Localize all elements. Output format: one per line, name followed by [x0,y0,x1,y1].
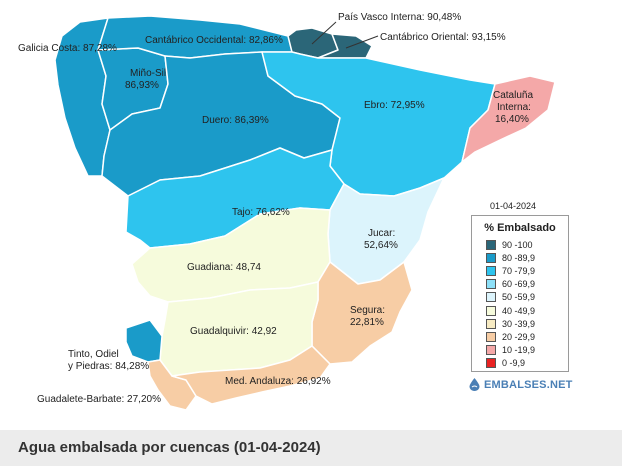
label-pais-vasco-interna: País Vasco Interna: 90,48% [338,12,461,23]
legend-label: 20 -29,9 [502,331,536,342]
label-cantabrico-occidental: Cantábrico Occidental: 82,86% [145,35,283,46]
legend-swatch [486,331,496,342]
label-med-andaluza: Med. Andaluza: 26,92% [225,376,331,387]
legend-item: 0 -9,9 [472,357,568,370]
label-cataluna-line2: Interna: [497,102,531,113]
label-cataluna-line3: 16,40% [495,114,529,125]
legend-title: % Embalsado [484,222,556,234]
legend-item: 90 -100 [472,238,568,251]
brand-logo[interactable]: EMBALSES.NET [469,378,573,391]
legend-label: 10 -19,9 [502,345,536,356]
basins-map: Galicia Costa: 87,28% Cantábrico Occiden… [18,12,556,411]
legend-swatch [486,239,496,250]
legend-swatch [486,279,496,290]
region-tinto-odiel-piedras[interactable] [125,319,163,363]
legend-rows: 90 -100 80 -89,9 70 -79,9 60 -69,9 50 -59,9 4… [472,238,568,370]
label-duero: Duero: 86,39% [202,115,269,126]
legend-swatch [486,252,496,263]
legend-item: 50 -59,9 [472,291,568,304]
label-segura-name: Segura: [350,305,385,316]
legend-label: 70 -79,9 [502,265,536,276]
label-ebro: Ebro: 72,95% [364,100,425,111]
legend-item: 40 -49,9 [472,304,568,317]
legend-label: 40 -49,9 [502,305,536,316]
water-drop-icon [469,378,480,391]
legend-label: 50 -59,9 [502,292,536,303]
legend-label: 90 -100 [502,239,533,250]
legend-item: 20 -29,9 [472,330,568,343]
legend-item: 60 -69,9 [472,278,568,291]
legend-item: 80 -89,9 [472,251,568,264]
region-ebro[interactable] [261,51,496,197]
label-guadiana: Guadiana: 48,74 [187,262,261,273]
legend-item: 10 -19,9 [472,344,568,357]
region-cataluna-interna[interactable] [461,75,556,163]
region-med-andaluza[interactable] [171,345,331,405]
legend-swatch [486,292,496,303]
legend-swatch [486,305,496,316]
label-cantabrico-oriental: Cantábrico Oriental: 93,15% [380,32,506,43]
leader-line-cantabrico-oriental [345,35,379,49]
legend-date: 01-04-2024 [490,201,537,211]
brand-name: EMBALSES.NET [484,378,573,391]
label-galicia-costa: Galicia Costa: 87,28% [18,43,117,54]
footer-bar: Agua embalsada por cuencas (01-04-2024) [0,430,622,466]
legend-item: 70 -79,9 [472,264,568,277]
label-tajo: Tajo: 76,62% [232,207,290,218]
label-mino-sil-name: Miño-Sil [130,68,166,79]
label-tinto-line1: Tinto, Odiel [68,349,119,360]
legend-label: 30 -39,9 [502,318,536,329]
label-jucar-name: Jucar: [368,228,395,239]
footer-title: Agua embalsada por cuencas (01-04-2024) [18,439,321,456]
label-mino-sil-value: 86,93% [125,80,159,91]
label-tinto-line2: y Piedras: 84,28% [68,361,149,372]
label-guadalquivir: Guadalquivir: 42,92 [190,326,277,337]
legend-swatch [486,345,496,356]
label-cataluna-line1: Cataluña [493,90,533,101]
leader-line-pais-vasco [311,21,337,45]
legend-label: 60 -69,9 [502,279,536,290]
label-jucar-value: 52,64% [364,240,398,251]
legend: % Embalsado 90 -100 80 -89,9 70 -79,9 60 -6… [471,215,569,372]
legend-item: 30 -39,9 [472,317,568,330]
legend-label: 0 -9,9 [502,358,526,369]
legend-label: 80 -89,9 [502,252,536,263]
legend-swatch [486,318,496,329]
legend-swatch [486,265,496,276]
label-segura-value: 22,81% [350,317,384,328]
legend-swatch [486,358,496,369]
label-guadalete-barbate: Guadalete-Barbate: 27,20% [37,394,161,405]
